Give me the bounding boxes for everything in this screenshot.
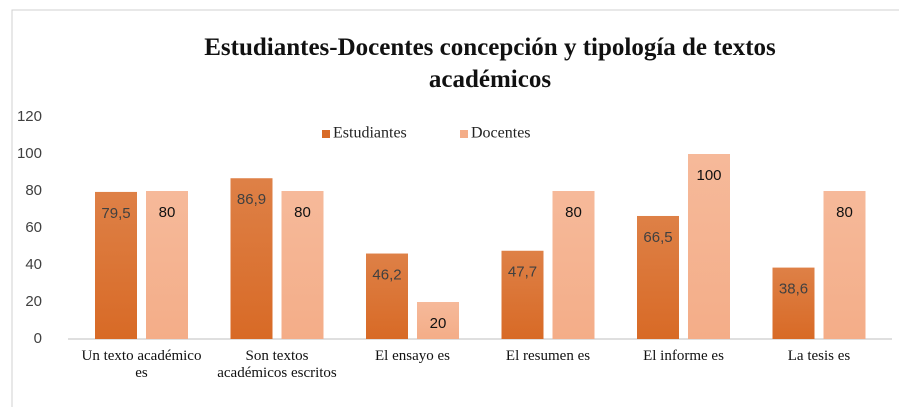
- x-tick-label: El resumen es: [505, 348, 591, 364]
- y-tick-label: 120: [17, 108, 42, 125]
- bar: [772, 267, 815, 339]
- legend-swatch: [322, 130, 330, 138]
- y-tick-label: 20: [25, 293, 42, 310]
- bar: [501, 250, 544, 339]
- x-tick-label: Un texto académico es: [81, 348, 202, 381]
- bar: [366, 253, 408, 339]
- x-tick-label: El ensayo es: [375, 348, 450, 364]
- x-tick-label: Son textos académicos escritos: [217, 348, 337, 381]
- data-label: 80: [294, 204, 311, 221]
- bar: [281, 191, 324, 339]
- x-tick-label: El informe es: [643, 348, 724, 364]
- data-label: 66,5: [643, 229, 672, 246]
- bar: [146, 191, 188, 339]
- bar: [552, 191, 595, 339]
- data-label: 38,6: [779, 281, 808, 298]
- data-label: 86,9: [237, 191, 266, 208]
- data-label: 100: [696, 167, 721, 184]
- legend-swatch: [460, 130, 468, 138]
- data-label: 80: [159, 204, 176, 221]
- bar: [637, 215, 679, 339]
- data-label: 80: [565, 204, 582, 221]
- legend-label: Estudiantes: [333, 125, 407, 142]
- data-label: 46,2: [372, 266, 401, 283]
- y-tick-label: 100: [17, 145, 42, 162]
- bar: [230, 178, 273, 339]
- legend-label: Docentes: [471, 125, 531, 142]
- data-label: 79,5: [101, 205, 130, 222]
- chart-title: Estudiantes-Docentes concepción y tipolo…: [204, 34, 776, 93]
- data-label: 20: [430, 315, 447, 332]
- data-label: 80: [836, 204, 853, 221]
- frame: [11, 9, 899, 407]
- bar: [95, 191, 137, 339]
- y-tick-label: 80: [25, 182, 42, 199]
- y-tick-label: 40: [25, 256, 42, 273]
- data-label: 47,7: [508, 264, 537, 281]
- bar: [823, 191, 866, 339]
- y-tick-label: 0: [34, 330, 42, 347]
- y-tick-label: 60: [25, 219, 42, 236]
- bar: [688, 154, 730, 339]
- bar: [417, 302, 459, 339]
- x-tick-label: La tesis es: [787, 348, 851, 364]
